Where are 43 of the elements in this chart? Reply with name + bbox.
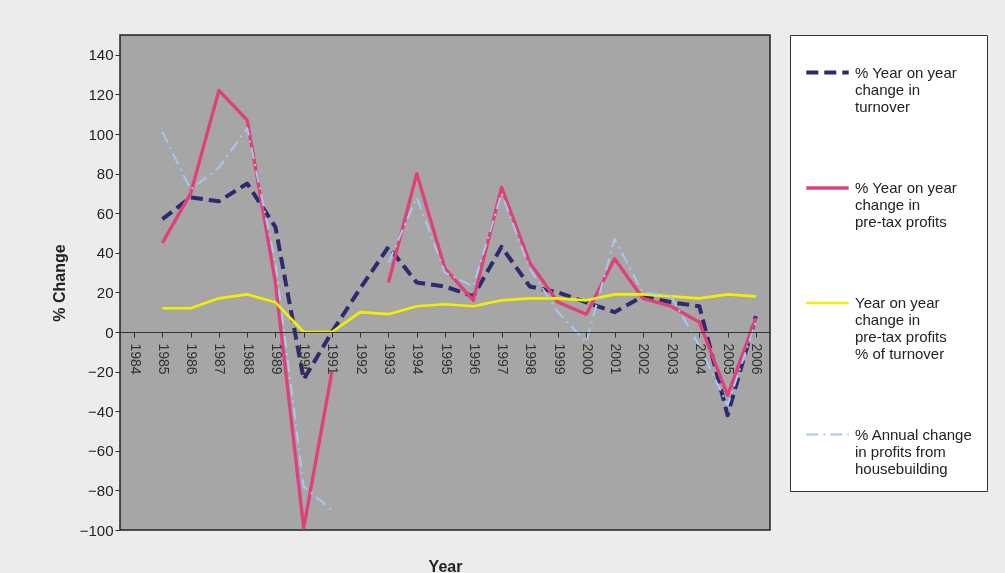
y-tick-label: 60 xyxy=(96,204,114,222)
x-tick-label: 1997 xyxy=(495,343,512,375)
x-tick-label: 2006 xyxy=(749,343,766,375)
x-tick-label: 1992 xyxy=(353,343,370,375)
y-tick-label: −60 xyxy=(88,442,114,460)
x-tick-label: 2000 xyxy=(579,343,596,375)
x-tick-label: 2003 xyxy=(664,343,681,375)
y-axis-title: % Change xyxy=(50,244,68,322)
x-tick-label: 1985 xyxy=(155,343,172,375)
y-tick-label: −40 xyxy=(88,402,114,420)
y-tick-label: 140 xyxy=(88,46,114,64)
y-tick-label: −20 xyxy=(88,363,114,381)
y-tick-label: 40 xyxy=(96,244,114,262)
legend-label: % Annual change in profits from housebuilding xyxy=(855,425,972,477)
x-tick-label: 1988 xyxy=(240,343,257,375)
x-tick-label: 2004 xyxy=(692,343,709,375)
x-tick-label: 1999 xyxy=(551,343,568,375)
x-tick-label: 1987 xyxy=(212,343,229,375)
x-tick-label: 1994 xyxy=(410,343,427,375)
x-tick-label: 1996 xyxy=(466,343,483,375)
x-tick-label: 1991 xyxy=(325,343,342,375)
x-axis-title: Year xyxy=(428,557,463,573)
legend-label: % Year on year change in pre-tax profits xyxy=(855,179,957,230)
y-tick-label: 20 xyxy=(96,283,114,301)
x-tick-label: 1990 xyxy=(297,343,314,375)
y-tick-label: −80 xyxy=(88,481,114,499)
legend-label: Year on year change in pre-tax profits % of turnover xyxy=(855,294,947,362)
x-tick-label: 1984 xyxy=(127,343,144,375)
x-tick-label: 2005 xyxy=(721,343,738,375)
line-series xyxy=(161,293,758,334)
x-tick-label: 1995 xyxy=(438,343,455,375)
y-tick-label: 0 xyxy=(105,323,114,341)
x-tick-label: 1998 xyxy=(523,343,540,375)
y-tick-label: −100 xyxy=(79,521,114,539)
x-tick-label: 1989 xyxy=(268,343,285,375)
y-tick-label: 120 xyxy=(88,85,114,103)
x-tick-label: 1993 xyxy=(381,343,398,375)
x-tick-label: 2001 xyxy=(608,343,625,375)
y-tick-label: 80 xyxy=(96,165,114,183)
y-tick-label: 100 xyxy=(88,125,114,143)
x-tick-label: 1986 xyxy=(184,343,201,375)
x-tick-label: 2002 xyxy=(636,343,653,375)
legend-label: % Year on year change in turnover xyxy=(855,63,957,115)
